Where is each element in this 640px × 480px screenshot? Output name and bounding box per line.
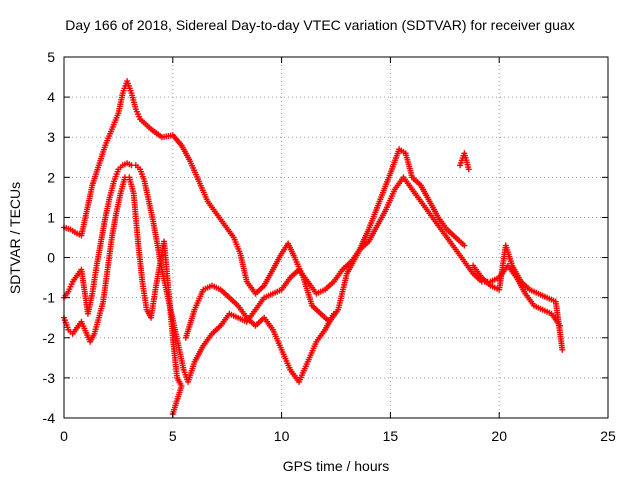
x-tick-label: 15 [383,428,399,444]
series-trace-a [61,78,566,353]
x-tick-label: 20 [491,428,507,444]
data-point [465,166,472,173]
series-trace-c [61,174,337,417]
chart-title: Day 166 of 2018, Sidereal Day-to-day VTE… [65,17,574,33]
y-tick-label: 2 [47,169,55,185]
ticks-layer: 0 5 10 15 20 25 -4 -3 -2 -1 0 1 2 3 4 5 [43,49,616,444]
y-tick-label: -3 [43,370,56,386]
series-trace-b [61,160,564,385]
data-point [330,310,337,317]
data-point [559,346,566,353]
y-tick-label: 4 [47,89,55,105]
x-axis-label: GPS time / hours [283,458,390,474]
y-tick-label: 3 [47,129,55,145]
data-point [461,242,468,249]
plot-frame [63,56,609,419]
x-tick-label: 5 [169,428,177,444]
x-tick-label: 25 [600,428,616,444]
data-point [557,322,564,329]
marks-layer [61,78,566,417]
y-tick-label: -1 [43,290,56,306]
y-tick-label: 0 [47,250,55,266]
y-axis-label: SDTVAR / TECUs [7,182,23,294]
grid-layer [64,57,608,418]
x-tick-label: 0 [60,428,68,444]
y-tick-label: -2 [43,330,56,346]
y-tick-label: 5 [47,49,55,65]
x-tick-label: 10 [274,428,290,444]
y-tick-label: 1 [47,209,55,225]
y-tick-label: -4 [43,410,56,426]
